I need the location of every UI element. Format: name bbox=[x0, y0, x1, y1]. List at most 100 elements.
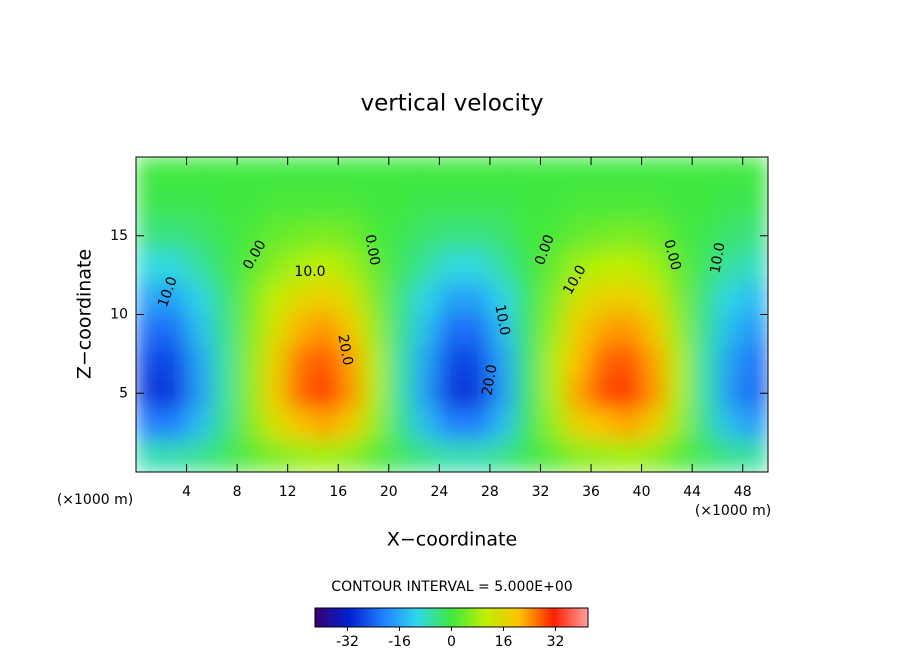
contour-interval: CONTOUR INTERVAL = 5.000E+00 bbox=[331, 579, 572, 595]
contour-label: 10.0 bbox=[707, 241, 728, 274]
cell bbox=[691, 314, 718, 347]
cell bbox=[539, 377, 567, 410]
cell bbox=[716, 157, 744, 189]
cell bbox=[615, 345, 643, 378]
x-tick-label: 16 bbox=[329, 484, 347, 500]
cell bbox=[136, 408, 162, 441]
cell bbox=[539, 157, 567, 189]
cell bbox=[438, 157, 466, 189]
cell bbox=[236, 251, 263, 284]
cell bbox=[464, 377, 491, 410]
cell bbox=[565, 345, 592, 378]
cell bbox=[186, 314, 213, 347]
cell bbox=[464, 408, 491, 441]
cell bbox=[312, 314, 339, 347]
cell bbox=[539, 251, 567, 284]
cell bbox=[136, 440, 162, 472]
cell bbox=[691, 440, 718, 472]
cell bbox=[236, 188, 263, 221]
cell bbox=[413, 345, 440, 378]
cell bbox=[590, 408, 617, 441]
cell bbox=[514, 157, 541, 189]
cell bbox=[489, 377, 516, 410]
cell bbox=[312, 345, 339, 378]
cell bbox=[615, 219, 643, 252]
x-tick-label: 32 bbox=[532, 484, 550, 500]
cell bbox=[186, 157, 213, 189]
cell bbox=[716, 282, 744, 315]
cell bbox=[186, 440, 213, 472]
cell bbox=[438, 188, 466, 221]
cell bbox=[641, 377, 668, 410]
cell bbox=[590, 251, 617, 284]
cell bbox=[716, 408, 744, 441]
cell bbox=[565, 408, 592, 441]
cell bbox=[337, 157, 365, 189]
cell bbox=[312, 282, 339, 315]
cell bbox=[489, 314, 516, 347]
cell bbox=[261, 157, 289, 189]
cell bbox=[236, 219, 263, 252]
cell bbox=[261, 440, 289, 472]
cell bbox=[186, 377, 213, 410]
cell bbox=[186, 219, 213, 252]
cell bbox=[641, 219, 668, 252]
cell bbox=[363, 188, 390, 221]
cell bbox=[464, 314, 491, 347]
cell bbox=[211, 251, 238, 284]
cell bbox=[363, 377, 390, 410]
cell bbox=[337, 188, 365, 221]
x-axis-label: X−coordinate bbox=[387, 529, 517, 551]
cell bbox=[136, 188, 162, 221]
cell bbox=[287, 314, 314, 347]
cell bbox=[438, 314, 466, 347]
cell bbox=[539, 188, 567, 221]
cell bbox=[514, 188, 541, 221]
cell bbox=[388, 314, 415, 347]
cell bbox=[590, 157, 617, 189]
cell bbox=[666, 408, 693, 441]
cell bbox=[641, 314, 668, 347]
cell bbox=[186, 282, 213, 315]
cell bbox=[565, 219, 592, 252]
cell bbox=[160, 219, 188, 252]
cell bbox=[716, 251, 744, 284]
cell bbox=[438, 282, 466, 315]
cell bbox=[337, 282, 365, 315]
contour-label: 0.00 bbox=[660, 238, 684, 272]
cell bbox=[615, 314, 643, 347]
cell bbox=[590, 345, 617, 378]
cell bbox=[413, 157, 440, 189]
cell bbox=[565, 440, 592, 472]
cell bbox=[236, 440, 263, 472]
cell bbox=[514, 408, 541, 441]
cell bbox=[388, 251, 415, 284]
cell bbox=[464, 345, 491, 378]
cell bbox=[211, 282, 238, 315]
cell bbox=[742, 345, 768, 378]
cell bbox=[666, 251, 693, 284]
cell bbox=[413, 440, 440, 472]
cell bbox=[211, 345, 238, 378]
cell bbox=[388, 219, 415, 252]
cell bbox=[261, 251, 289, 284]
contour-label: 20.0 bbox=[334, 333, 355, 366]
cell bbox=[615, 188, 643, 221]
y-axis-label: Z−coordinate bbox=[74, 249, 96, 379]
cell bbox=[337, 377, 365, 410]
cell bbox=[287, 251, 314, 284]
cell bbox=[388, 157, 415, 189]
cell bbox=[186, 345, 213, 378]
cell bbox=[287, 377, 314, 410]
cell bbox=[666, 377, 693, 410]
cell bbox=[363, 219, 390, 252]
cell bbox=[413, 282, 440, 315]
cell bbox=[337, 408, 365, 441]
cell bbox=[691, 377, 718, 410]
cell bbox=[489, 440, 516, 472]
cell bbox=[539, 219, 567, 252]
cell bbox=[539, 440, 567, 472]
cell bbox=[438, 219, 466, 252]
cell bbox=[261, 282, 289, 315]
cell bbox=[590, 440, 617, 472]
